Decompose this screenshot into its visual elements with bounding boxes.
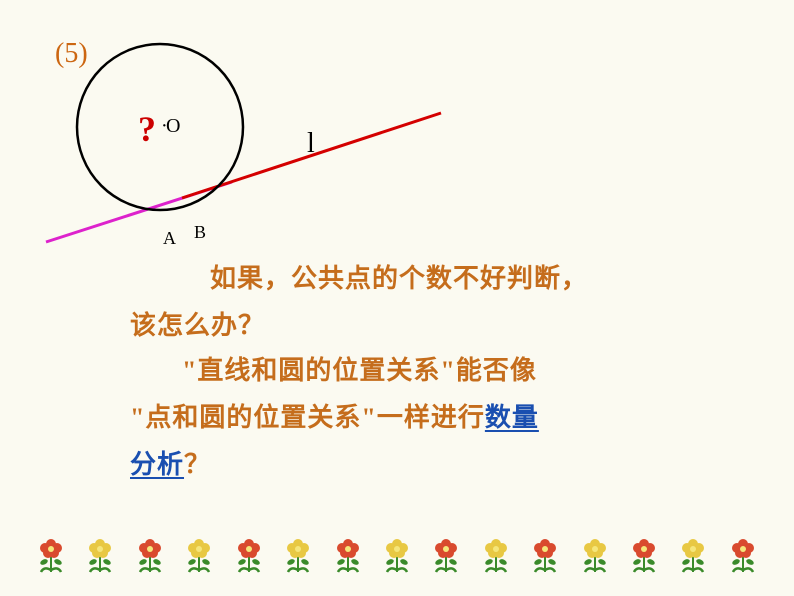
decorative-flower-border: [30, 532, 764, 574]
p2-qmark: ？: [184, 450, 211, 479]
flower-icon: [327, 532, 369, 574]
question-mark-overlay: ?: [138, 108, 156, 150]
center-label-O: O: [166, 115, 180, 138]
flower-icon: [129, 532, 171, 574]
point-label-B: B: [194, 222, 206, 243]
flower-icon: [79, 532, 121, 574]
flower-icon: [672, 532, 714, 574]
paragraph-2: "直线和圆的位置关系"能否像 "点和圆的位置关系"一样进行数量 分析？: [130, 348, 690, 488]
flower-icon: [30, 532, 72, 574]
quantity-analysis-link-2[interactable]: 分析: [130, 450, 184, 479]
p1-line1: 如果，公共点的个数不好判断，: [210, 264, 588, 293]
point-label-A: A: [163, 228, 176, 249]
flower-icon: [228, 532, 270, 574]
p2-line2a: "点和圆的位置关系"一样进行: [130, 403, 485, 432]
p2-line1: "直线和圆的位置关系"能否像: [182, 356, 537, 385]
paragraph-1: 如果，公共点的个数不好判断， 该怎么办？: [130, 256, 700, 350]
flower-icon: [376, 532, 418, 574]
flower-icon: [277, 532, 319, 574]
flower-icon: [178, 532, 220, 574]
flower-icon: [425, 532, 467, 574]
flower-icon: [524, 532, 566, 574]
p1-line2: 该怎么办？: [130, 311, 265, 340]
quantity-analysis-link-1[interactable]: 数量: [485, 403, 539, 432]
circle-O: [77, 44, 243, 210]
diagram-svg: [0, 0, 794, 280]
flower-icon: [475, 532, 517, 574]
line-label-l: l: [307, 128, 315, 160]
flower-icon: [623, 532, 665, 574]
flower-icon: [722, 532, 764, 574]
flower-icon: [574, 532, 616, 574]
problem-number-label: (5): [55, 38, 88, 70]
geometry-diagram: (5) · O ? l A B: [0, 0, 794, 280]
